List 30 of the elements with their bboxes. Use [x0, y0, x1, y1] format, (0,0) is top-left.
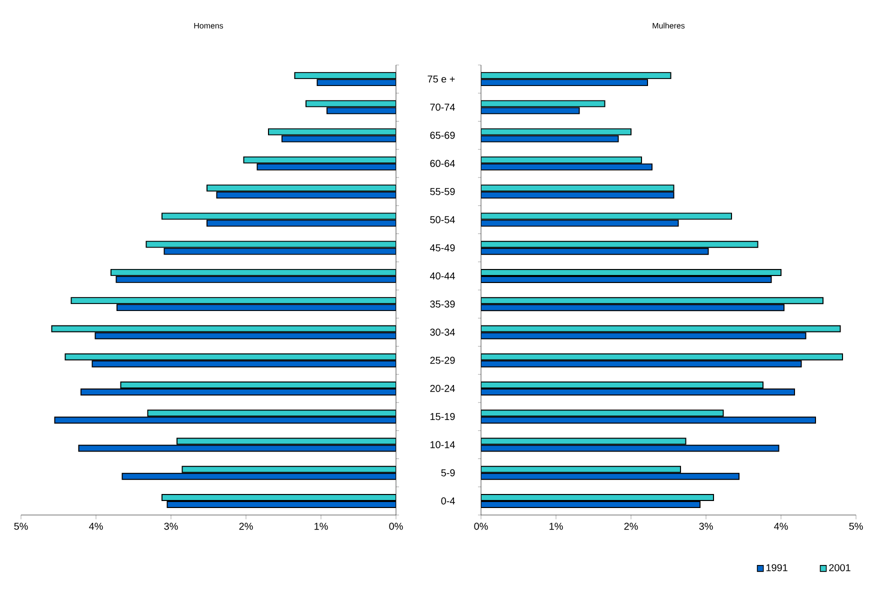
y-tick-label: 55-59 [430, 188, 455, 196]
y-tick-label: 40-44 [430, 272, 455, 280]
x-tick-label: 0% [389, 522, 403, 530]
y-tick-label: 45-49 [430, 244, 455, 252]
x-tick-label: 4% [774, 522, 788, 530]
y-tick-label: 5-9 [441, 469, 455, 476]
y-tick-label: 60-64 [430, 160, 455, 167]
y-tick-label: 70-74 [430, 104, 455, 111]
y-tick-label: 30-34 [430, 328, 455, 336]
x-tick-label: 0% [474, 522, 488, 530]
x-tick-label: 1% [314, 522, 328, 530]
x-tick-label: 3% [164, 522, 178, 530]
legend-label: 1991 [766, 564, 788, 572]
y-tick-label: 65-69 [430, 132, 455, 139]
x-tick-label: 3% [699, 522, 713, 530]
y-tick-label: 50-54 [430, 216, 455, 224]
x-tick-label: 5% [14, 522, 28, 530]
y-tick-label: 15-19 [430, 413, 455, 420]
y-tick-label: 35-39 [430, 300, 455, 308]
y-tick-label: 75 e + [428, 76, 455, 83]
legend-label: 2001 [829, 564, 850, 572]
y-tick-label: 0-4 [441, 497, 455, 504]
x-tick-label: 1% [550, 522, 563, 530]
y-tick-label: 25-29 [430, 356, 455, 364]
y-tick-label: 20-24 [430, 384, 455, 392]
x-tick-label: 2% [239, 522, 253, 530]
x-tick-label: 2% [624, 522, 638, 530]
x-tick-label: 4% [89, 522, 103, 530]
y-tick-label: 10-14 [430, 441, 455, 448]
x-tick-label: 5% [849, 522, 863, 530]
